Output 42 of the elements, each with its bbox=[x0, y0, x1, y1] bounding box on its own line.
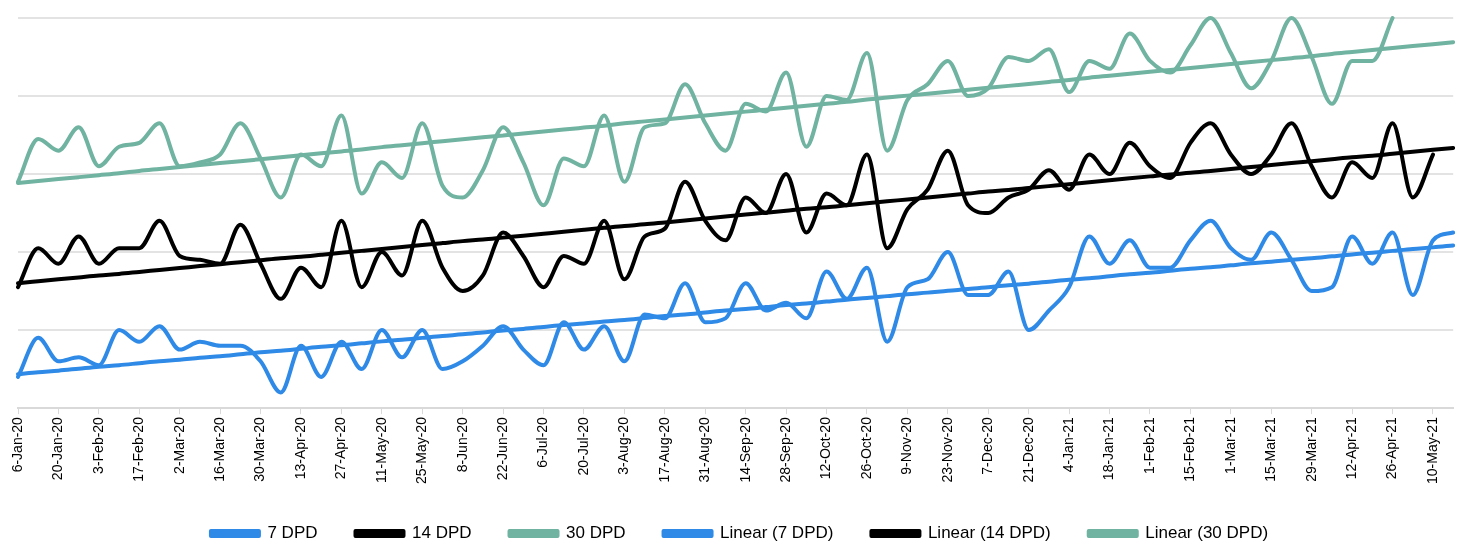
x-tick-label: 28-Sep-20 bbox=[776, 416, 793, 483]
x-tick-label: 25-May-20 bbox=[413, 416, 430, 484]
x-tick-label: 15-Feb-21 bbox=[1181, 416, 1198, 482]
x-tick-label: 15-Mar-21 bbox=[1262, 416, 1279, 482]
x-tick-label: 20-Jul-20 bbox=[574, 416, 591, 476]
x-tick-label: 10-May-21 bbox=[1423, 416, 1440, 484]
x-tick-label: 16-Mar-20 bbox=[211, 416, 227, 482]
x-tick-label: 12-Oct-20 bbox=[817, 416, 834, 480]
x-tick-label: 9-Nov-20 bbox=[898, 416, 915, 475]
x-tick-label: 23-Nov-20 bbox=[938, 416, 955, 483]
x-tick-label: 11-May-20 bbox=[372, 416, 389, 483]
x-tick-label: 6-Jan-20 bbox=[8, 416, 25, 473]
x-tick-label: 2-Mar-20 bbox=[170, 416, 187, 474]
x-tick-label: 7-Dec-20 bbox=[979, 416, 996, 475]
x-tick-label: 29-Mar-21 bbox=[1302, 416, 1319, 482]
x-tick-label: 26-Oct-20 bbox=[857, 416, 874, 480]
x-tick-label: 26-Apr-21 bbox=[1383, 416, 1400, 480]
legend-label: 14 DPD bbox=[412, 523, 472, 543]
x-tick-label: 3-Feb-20 bbox=[89, 416, 106, 474]
x-tick-label: 3-Aug-20 bbox=[615, 416, 632, 475]
legend-label: 7 DPD bbox=[267, 523, 318, 543]
x-tick-label: 31-Aug-20 bbox=[696, 416, 713, 483]
x-tick-label: 8-Jun-20 bbox=[453, 416, 470, 473]
x-tick-label: 18-Jan-21 bbox=[1100, 416, 1117, 481]
legend-label: Linear (14 DPD) bbox=[927, 523, 1051, 543]
x-tick-label: 30-Mar-20 bbox=[251, 416, 268, 482]
x-tick-label: 20-Jan-20 bbox=[49, 416, 66, 481]
x-tick-label: 12-Apr-21 bbox=[1342, 416, 1359, 480]
x-tick-label: 6-Jul-20 bbox=[534, 416, 551, 468]
x-tick-label: 4-Jan-21 bbox=[1059, 416, 1076, 473]
x-tick-label: 22-Jun-20 bbox=[494, 416, 510, 481]
legend-label: 30 DPD bbox=[566, 523, 626, 543]
x-tick-label: 27-Apr-20 bbox=[332, 416, 349, 480]
legend-label: Linear (7 DPD) bbox=[720, 523, 834, 543]
x-tick-label: 21-Dec-20 bbox=[1019, 416, 1036, 483]
x-tick-label: 1-Feb-21 bbox=[1140, 416, 1157, 474]
x-tick-label: 17-Aug-20 bbox=[655, 416, 672, 483]
x-tick-label: 13-Apr-20 bbox=[291, 416, 308, 480]
legend-label: Linear (30 DPD) bbox=[1145, 523, 1269, 543]
x-tick-label: 14-Sep-20 bbox=[736, 416, 753, 483]
x-tick-label: 17-Feb-20 bbox=[130, 416, 147, 482]
x-tick-label: 1-Mar-21 bbox=[1221, 416, 1238, 474]
